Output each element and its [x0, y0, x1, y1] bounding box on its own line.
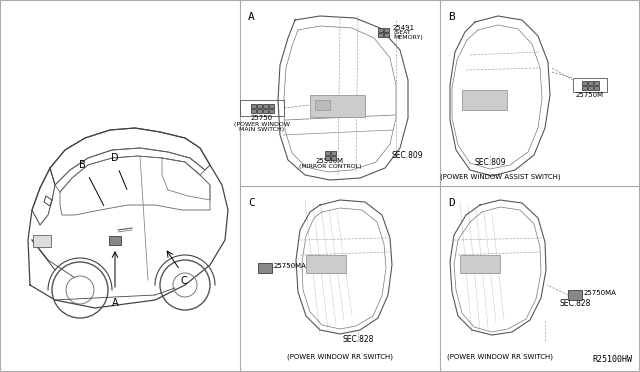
Bar: [383, 28, 388, 32]
Bar: [109, 235, 121, 244]
Text: D: D: [111, 153, 119, 163]
Bar: [262, 103, 268, 108]
Bar: [378, 28, 383, 32]
Text: MEMORY): MEMORY): [393, 35, 423, 40]
Text: B: B: [448, 12, 455, 22]
Bar: [269, 103, 273, 108]
Bar: [324, 151, 330, 154]
Text: (SEAT: (SEAT: [393, 30, 411, 35]
Text: SEC.828: SEC.828: [559, 299, 591, 308]
Text: C: C: [180, 276, 188, 286]
Text: D: D: [448, 198, 455, 208]
Bar: [573, 78, 607, 92]
Bar: [315, 100, 330, 110]
Bar: [588, 80, 593, 84]
Bar: [462, 90, 507, 110]
Text: SEC.809: SEC.809: [392, 151, 424, 160]
Bar: [240, 100, 284, 116]
Text: (POWER WINDOW RR SWITCH): (POWER WINDOW RR SWITCH): [447, 353, 553, 359]
Bar: [582, 86, 586, 90]
Bar: [378, 32, 383, 36]
Bar: [250, 109, 255, 112]
Text: 25560M: 25560M: [316, 158, 344, 164]
Text: (MIRROR CONTROL): (MIRROR CONTROL): [299, 164, 361, 169]
Text: A: A: [112, 298, 118, 308]
Bar: [262, 109, 268, 112]
Text: 25750: 25750: [251, 115, 273, 121]
Text: C: C: [248, 198, 255, 208]
Bar: [324, 155, 330, 160]
Bar: [330, 155, 335, 160]
Text: SEC.828: SEC.828: [342, 335, 374, 344]
Text: MAIN SWITCH): MAIN SWITCH): [239, 127, 285, 132]
Text: SEC.809: SEC.809: [474, 158, 506, 167]
Text: 25491: 25491: [393, 25, 415, 31]
Text: 25750M: 25750M: [576, 92, 604, 98]
Text: B: B: [79, 160, 85, 170]
Bar: [310, 95, 365, 117]
Text: R25100HW: R25100HW: [592, 355, 632, 364]
Bar: [330, 151, 335, 154]
Bar: [568, 290, 582, 300]
Text: (POWER WINDOW RR SWITCH): (POWER WINDOW RR SWITCH): [287, 353, 393, 359]
Bar: [306, 255, 346, 273]
Text: 25750MA: 25750MA: [584, 290, 617, 296]
Bar: [257, 109, 262, 112]
Bar: [593, 86, 598, 90]
Bar: [269, 109, 273, 112]
Bar: [593, 80, 598, 84]
Bar: [33, 235, 51, 247]
Bar: [257, 103, 262, 108]
Bar: [460, 255, 500, 273]
Text: (POWER WINDOW ASSIST SWITCH): (POWER WINDOW ASSIST SWITCH): [440, 173, 560, 180]
Bar: [582, 80, 586, 84]
Text: A: A: [248, 12, 255, 22]
Bar: [383, 32, 388, 36]
Bar: [250, 103, 255, 108]
Text: (POWER WINDOW: (POWER WINDOW: [234, 122, 290, 127]
Text: 25750MA: 25750MA: [274, 263, 307, 269]
Bar: [258, 263, 272, 273]
Bar: [588, 86, 593, 90]
